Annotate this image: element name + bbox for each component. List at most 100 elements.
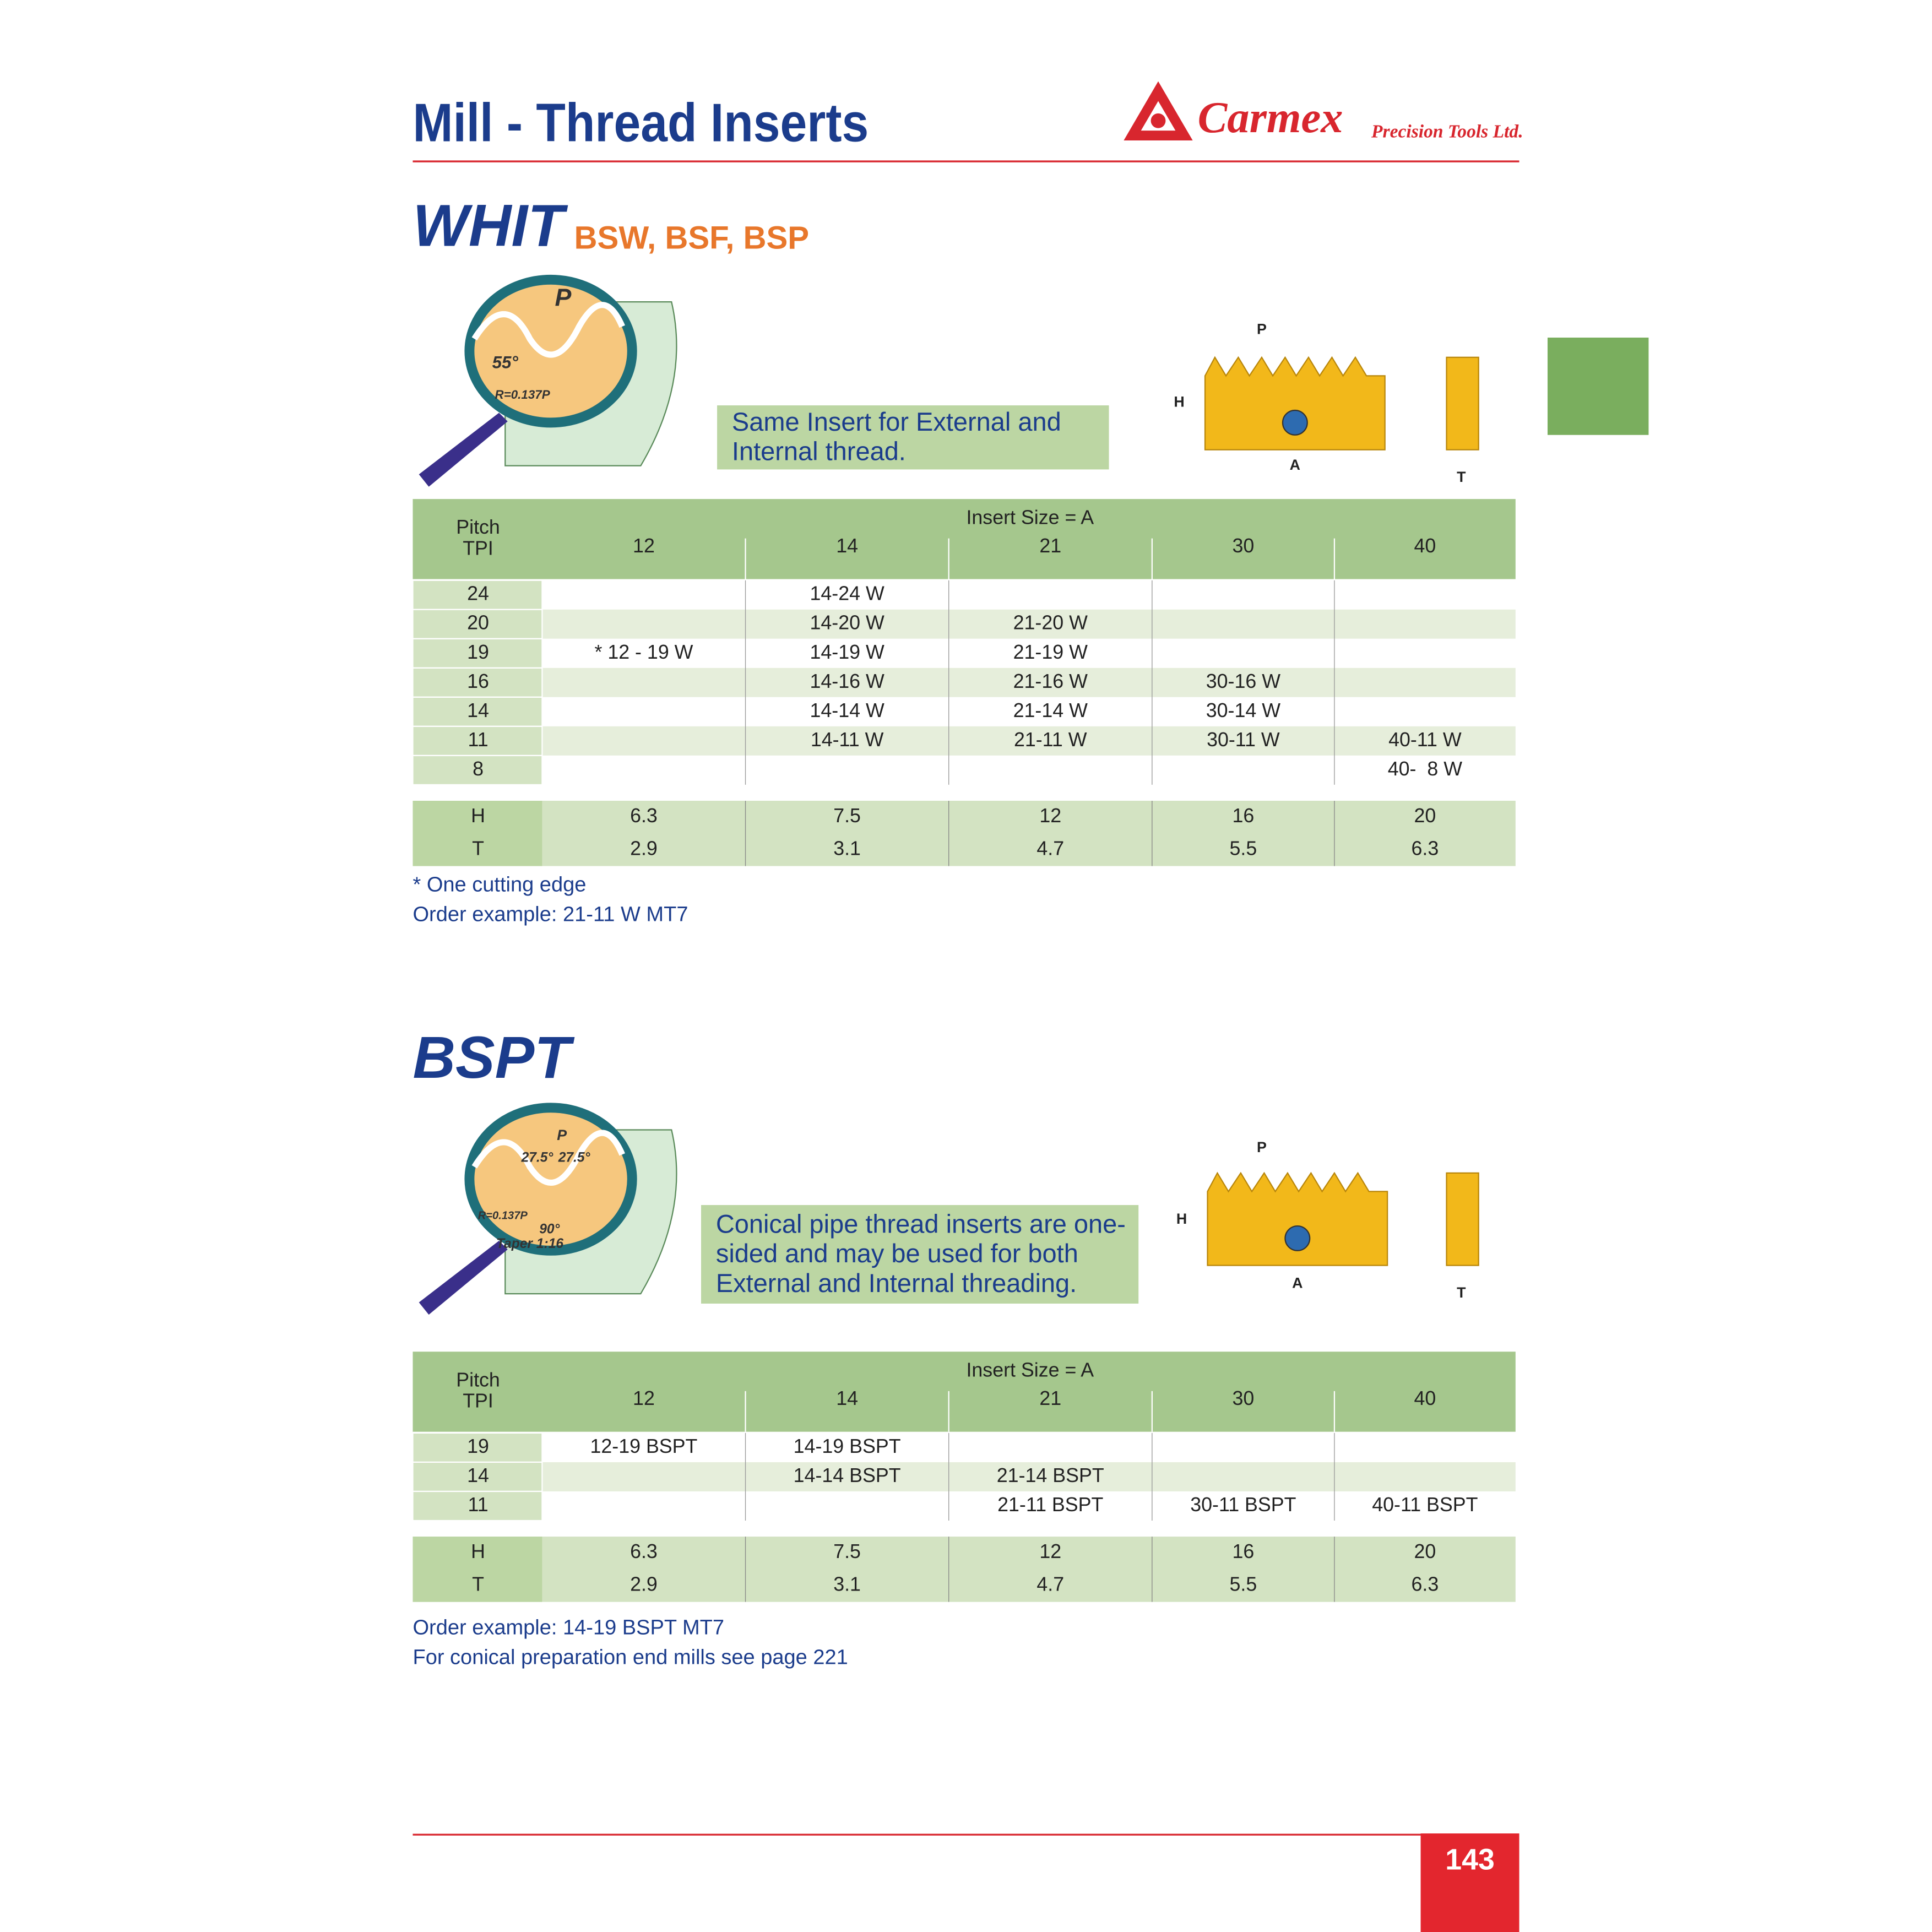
- pitch-label: TPI: [463, 537, 493, 559]
- diagram-label: 27.5°: [558, 1150, 590, 1165]
- dim-value: 3.1: [833, 837, 861, 859]
- insert-code: 40- 8 W: [1388, 758, 1462, 780]
- dimension-label: P: [1257, 1139, 1267, 1155]
- table-row: [542, 667, 1516, 697]
- insert-code: 14-20 W: [810, 612, 884, 634]
- pitch-cell: [412, 696, 543, 727]
- pitch-cell: [412, 1461, 543, 1493]
- insert-code: 14-24 W: [810, 583, 884, 605]
- insert-code: 21-14 BSPT: [997, 1464, 1104, 1486]
- diagram-label: 55°: [492, 352, 519, 372]
- insert-code: 12-19 BSPT: [590, 1435, 697, 1457]
- insert-code: 30-14 W: [1206, 699, 1280, 721]
- note-text: Internal thread.: [732, 437, 906, 466]
- page-title: Mill - Thread Inserts: [413, 92, 869, 153]
- tpi: 11: [468, 729, 488, 751]
- insert-code: 21-19 W: [1013, 641, 1088, 663]
- insert-side: [1446, 1172, 1479, 1266]
- pitch-cell: [412, 1490, 543, 1522]
- insert-body: [1207, 1171, 1388, 1266]
- insert-code: 14-16 W: [810, 670, 884, 692]
- dim-value: 3.1: [833, 1573, 861, 1595]
- pitch-label: Pitch: [456, 516, 500, 538]
- footnote: * One cutting edge: [413, 873, 586, 897]
- dim-value: 6.3: [630, 805, 658, 827]
- size-header: 12: [633, 535, 655, 557]
- dim-value: 4.7: [1036, 1573, 1064, 1595]
- note-box: [701, 1205, 1139, 1304]
- size-header: 14: [836, 1387, 858, 1409]
- dims-label-cell: [413, 800, 542, 866]
- footnote: Order example: 21-11 W MT7: [413, 903, 688, 926]
- size-header: 30: [1232, 535, 1254, 557]
- dim-value: 5.5: [1230, 837, 1257, 859]
- dim-value: 20: [1414, 1540, 1436, 1562]
- diagram-label: P: [555, 284, 571, 311]
- insert-code: 40-11 W: [1388, 729, 1462, 751]
- insert-body: [1204, 356, 1386, 451]
- dimension-label: T: [1457, 469, 1466, 485]
- pitch-cell: [412, 725, 543, 756]
- tpi: 14: [467, 699, 489, 721]
- insert-code: 21-11 W: [1014, 729, 1087, 751]
- tpi: 19: [467, 1435, 489, 1457]
- dims-label-cell: [413, 1537, 542, 1602]
- section-title: WHIT: [413, 193, 568, 259]
- dim-value: 4.7: [1036, 837, 1064, 859]
- insert-code: 21-11 BSPT: [997, 1494, 1103, 1516]
- size-header: 40: [1414, 1387, 1436, 1409]
- insert-code: 14-19 W: [810, 641, 884, 663]
- note-text: sided and may be used for both: [716, 1239, 1078, 1268]
- insert-code: * 12 - 19 W: [594, 641, 693, 663]
- dims-block: [413, 800, 1516, 866]
- pitch-cell: [412, 1432, 543, 1463]
- insert-code: 30-11 W: [1207, 729, 1280, 751]
- dim-value: 16: [1232, 805, 1254, 827]
- table-header: [413, 499, 1516, 579]
- diagram-label: Taper 1:16: [496, 1236, 563, 1251]
- diagram-label: P: [557, 1127, 567, 1143]
- magnifier-lens: [464, 274, 637, 428]
- dim-value: 2.9: [630, 837, 658, 859]
- insert-code: 21-20 W: [1013, 612, 1088, 634]
- note-box: [717, 405, 1109, 470]
- diagram-label: 27.5°: [521, 1150, 553, 1165]
- magnifier-handle: [419, 1240, 508, 1315]
- tpi: 14: [467, 1464, 489, 1486]
- tpi: 20: [467, 612, 489, 634]
- table-header: [413, 1352, 1516, 1432]
- pitch-cell: [412, 579, 543, 610]
- table-row: [542, 697, 1516, 726]
- insert-code: 40-11 BSPT: [1372, 1494, 1478, 1516]
- dim-value: 20: [1414, 805, 1436, 827]
- insert-code: 30-16 W: [1206, 670, 1280, 692]
- note-text: External and Internal threading.: [716, 1268, 1077, 1298]
- insert-code: 14-14 W: [810, 699, 884, 721]
- size-label: Insert Size = A: [966, 1359, 1094, 1381]
- pitch-label: TPI: [463, 1390, 493, 1412]
- tpi: 11: [468, 1494, 488, 1516]
- section-subtitle: BSW, BSF, BSP: [574, 220, 810, 256]
- section-title: BSPT: [413, 1024, 575, 1090]
- dim-value: 2.9: [630, 1573, 658, 1595]
- dimension-label: A: [1292, 1274, 1303, 1291]
- size-header: 12: [633, 1387, 655, 1409]
- tpi: 19: [467, 641, 489, 663]
- table-row: [542, 580, 1516, 610]
- dim-label: H: [471, 1540, 485, 1562]
- dim-value: 6.3: [630, 1540, 658, 1562]
- footnote: Order example: 14-19 BSPT MT7: [413, 1616, 724, 1640]
- dim-label: T: [472, 1573, 484, 1595]
- diagram-label: R=0.137P: [478, 1209, 528, 1222]
- insert-hole: [1282, 409, 1308, 436]
- size-header: 21: [1039, 535, 1061, 557]
- pitch-cell: [412, 638, 543, 669]
- insert-code: 14-19 BSPT: [794, 1435, 901, 1457]
- dim-value: 7.5: [833, 1540, 861, 1562]
- note-text: Same Insert for External and: [732, 407, 1061, 436]
- insert-code: 21-14 W: [1013, 699, 1088, 721]
- dims-block: [413, 1537, 1516, 1602]
- pitch-cell: [412, 755, 543, 786]
